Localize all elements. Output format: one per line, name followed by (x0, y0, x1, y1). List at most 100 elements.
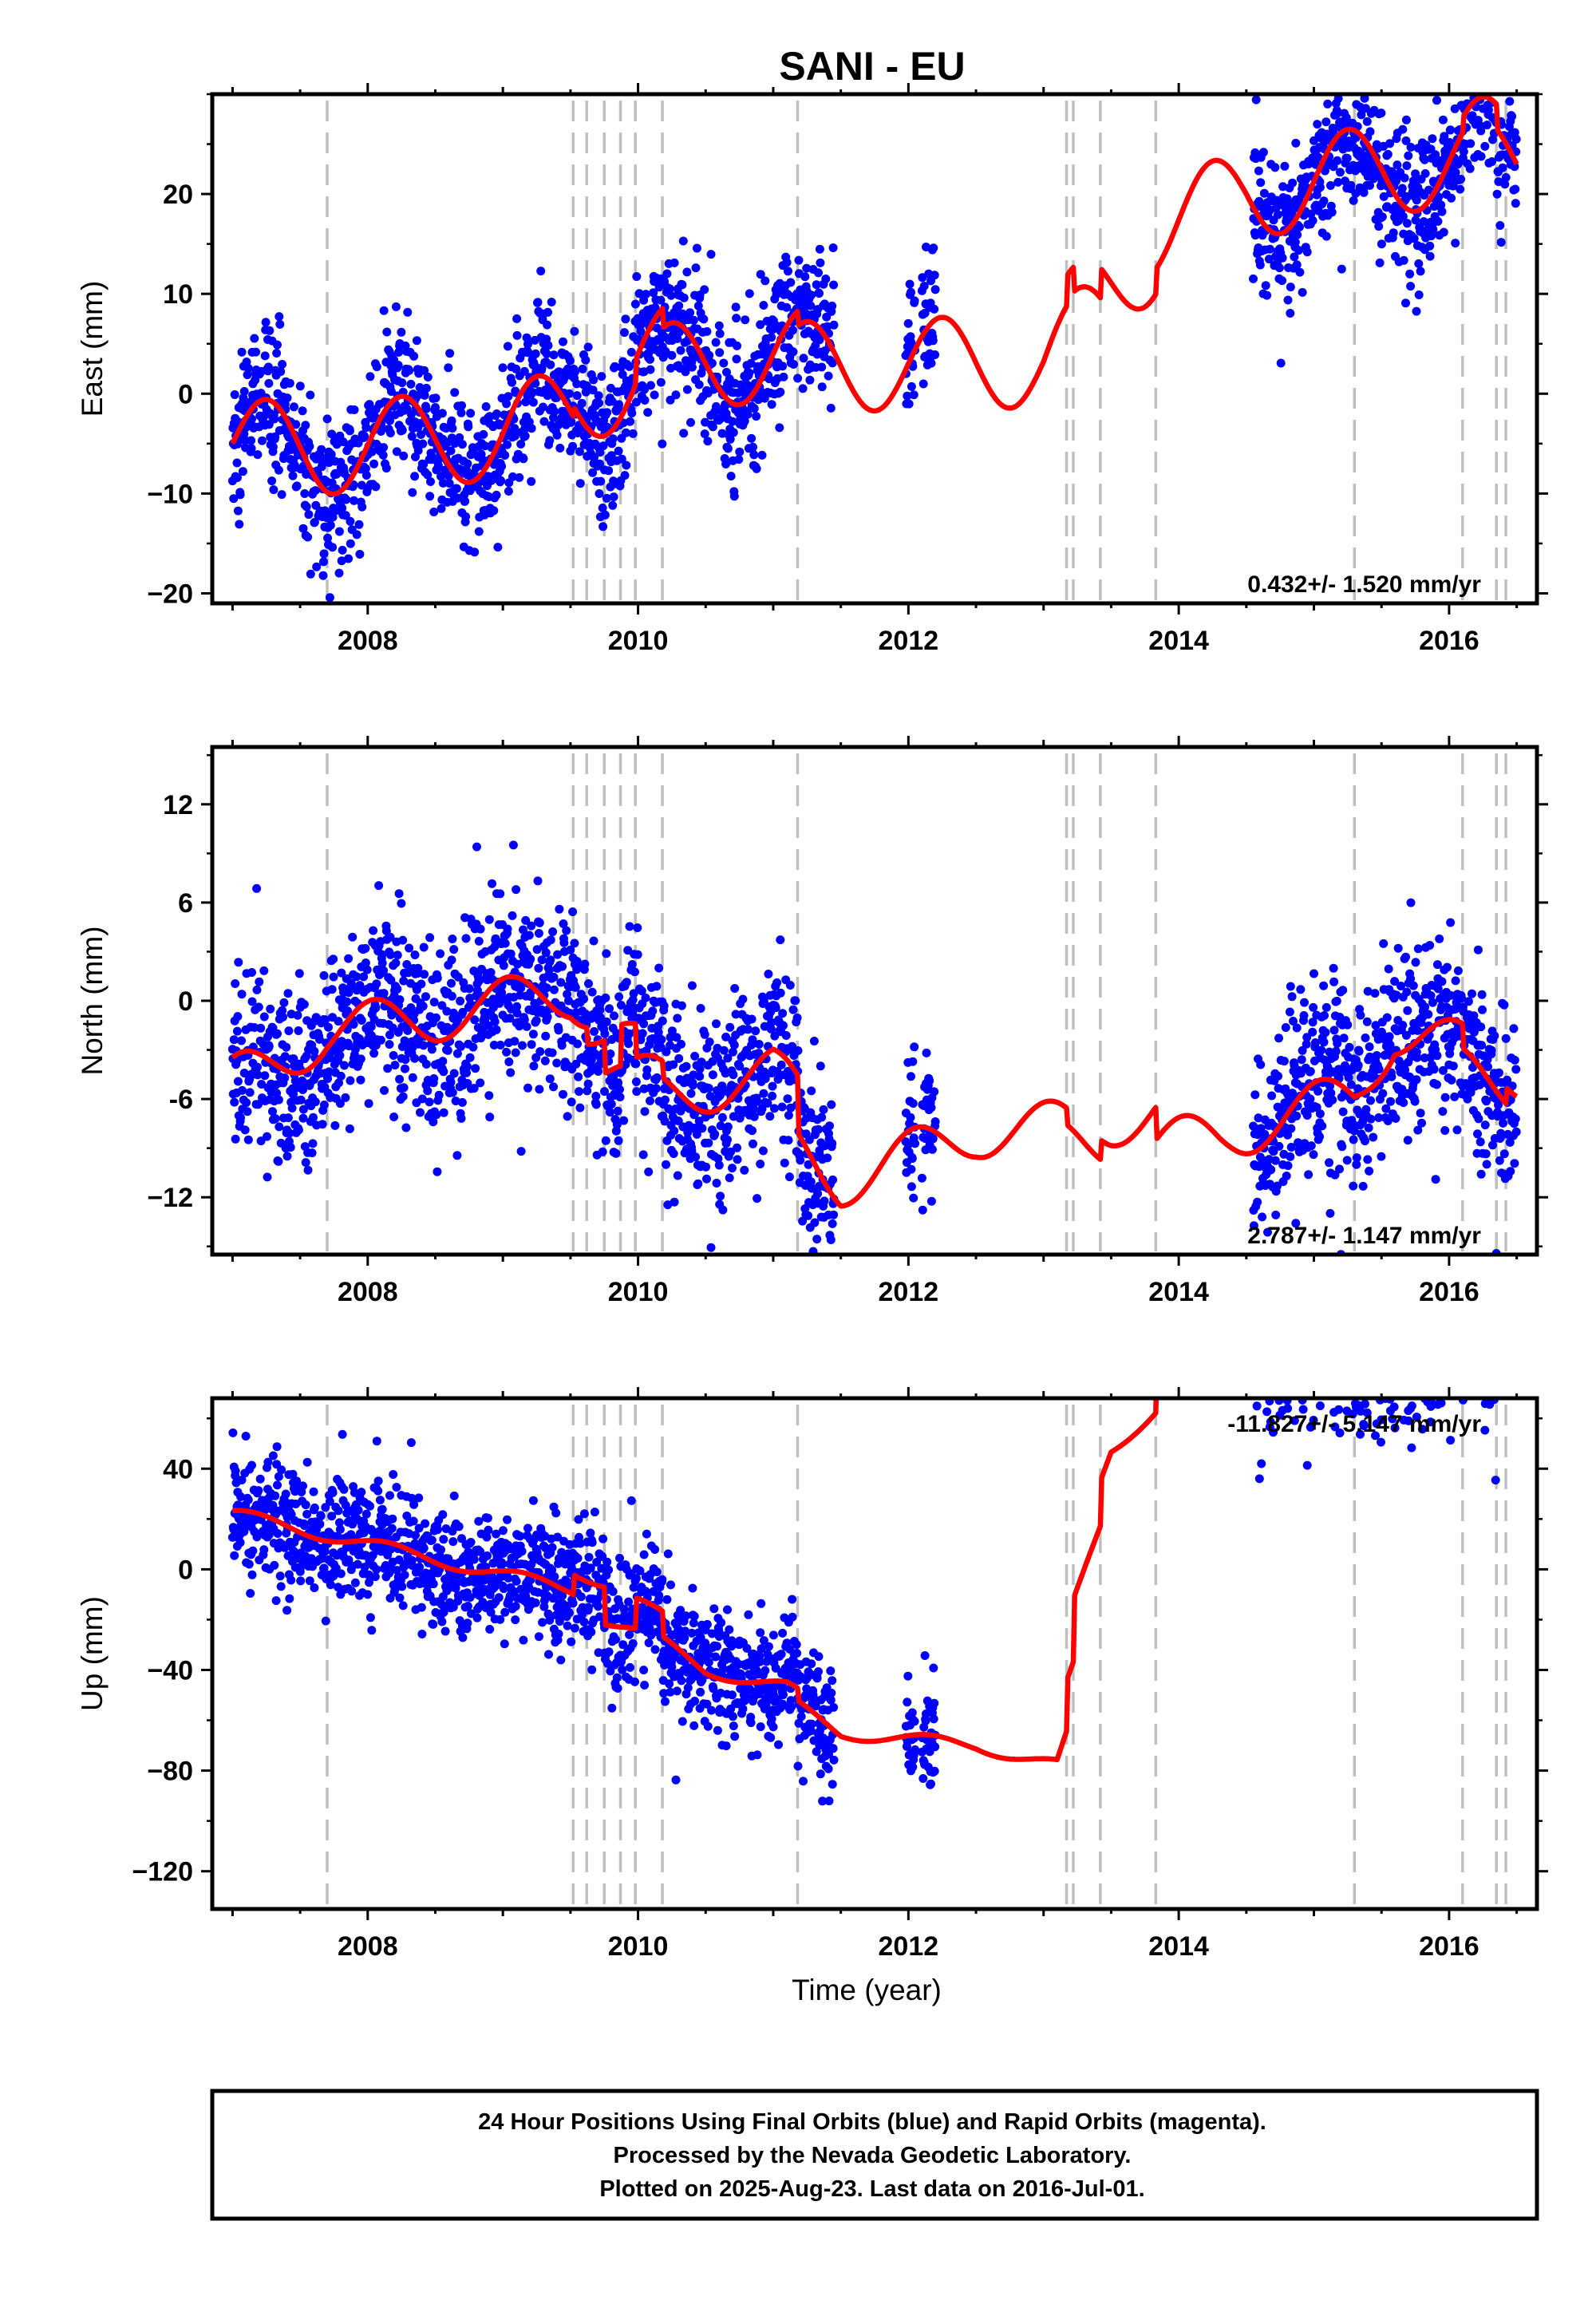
data-point (470, 1015, 480, 1025)
data-point (359, 972, 369, 982)
data-point (1265, 244, 1274, 254)
data-point (644, 1167, 654, 1176)
data-point (377, 950, 387, 959)
data-point (361, 1509, 371, 1519)
data-point (429, 1579, 438, 1589)
data-point (361, 471, 371, 480)
data-point (463, 459, 472, 468)
data-point (254, 1486, 263, 1496)
data-point (341, 1500, 350, 1510)
data-point (443, 1045, 452, 1055)
data-point (243, 1135, 253, 1144)
data-point (508, 472, 517, 481)
data-point (1425, 941, 1435, 950)
data-point (1457, 994, 1466, 1003)
data-point (588, 385, 598, 395)
data-point (1298, 287, 1307, 297)
data-point (759, 997, 768, 1006)
data-point (1267, 1091, 1277, 1101)
data-point (540, 1056, 550, 1065)
data-point (265, 326, 275, 335)
data-point (1456, 175, 1466, 184)
data-point (1325, 181, 1335, 190)
data-point (583, 1086, 592, 1096)
data-point (1420, 1002, 1430, 1012)
data-point (687, 981, 697, 990)
data-point (341, 511, 350, 520)
data-point (338, 504, 347, 513)
data-point (310, 1046, 319, 1056)
data-point (697, 1124, 707, 1133)
data-point (1325, 1208, 1335, 1218)
data-point (1414, 290, 1424, 299)
data-point (1356, 1010, 1365, 1020)
data-point (1255, 260, 1265, 270)
data-point (1401, 952, 1410, 962)
data-point (1440, 1126, 1450, 1135)
data-point (448, 424, 457, 433)
data-point (707, 358, 717, 368)
data-point (1323, 99, 1333, 109)
data-point (565, 356, 575, 366)
data-point (336, 1569, 346, 1579)
data-point (1412, 306, 1421, 316)
data-point (717, 1081, 727, 1091)
data-point (288, 1469, 298, 1479)
data-point (235, 490, 245, 500)
data-point (766, 1024, 776, 1034)
data-point (479, 429, 488, 439)
data-point (788, 1005, 798, 1014)
data-point (323, 1074, 333, 1084)
rate-label: 2.787+/- 1.147 mm/yr (1247, 1223, 1481, 1249)
data-point (1411, 215, 1420, 225)
data-point (1453, 1023, 1463, 1033)
data-point (1342, 153, 1352, 163)
data-point (543, 307, 552, 317)
data-point (452, 1151, 462, 1160)
data-point (350, 496, 358, 505)
data-point (468, 1042, 478, 1052)
data-point (926, 1103, 936, 1113)
data-point (733, 1155, 742, 1164)
data-point (323, 533, 333, 543)
data-point (714, 321, 724, 330)
data-point (408, 1073, 417, 1082)
data-point (1492, 189, 1502, 199)
data-point (1487, 157, 1497, 166)
data-point (444, 479, 454, 488)
data-point (798, 384, 808, 393)
data-point (439, 1067, 448, 1077)
data-point (255, 1474, 265, 1484)
data-point (626, 347, 636, 357)
data-point (282, 1606, 292, 1615)
data-point (1383, 149, 1393, 159)
data-point (566, 945, 575, 954)
data-point (364, 1099, 373, 1109)
data-point (510, 424, 519, 433)
data-point (1314, 1086, 1323, 1096)
data-point (1399, 255, 1408, 265)
data-point (263, 1457, 273, 1467)
data-point (1321, 1002, 1331, 1012)
data-point (640, 396, 650, 405)
data-point (1286, 309, 1295, 318)
data-point (608, 500, 618, 510)
data-point (361, 423, 371, 433)
data-point (230, 1551, 239, 1560)
data-point (1476, 1022, 1486, 1032)
data-point (1259, 188, 1269, 198)
data-point (1387, 1072, 1396, 1081)
data-point (385, 416, 394, 425)
y-tick-label: −10 (147, 479, 193, 509)
data-point (527, 424, 536, 433)
data-point (1464, 997, 1473, 1006)
data-point (370, 1572, 380, 1582)
data-point (377, 958, 387, 968)
data-point (1332, 106, 1341, 115)
data-point (533, 298, 543, 307)
data-point (1250, 231, 1260, 240)
data-point (571, 1059, 581, 1069)
data-point (1406, 974, 1416, 983)
